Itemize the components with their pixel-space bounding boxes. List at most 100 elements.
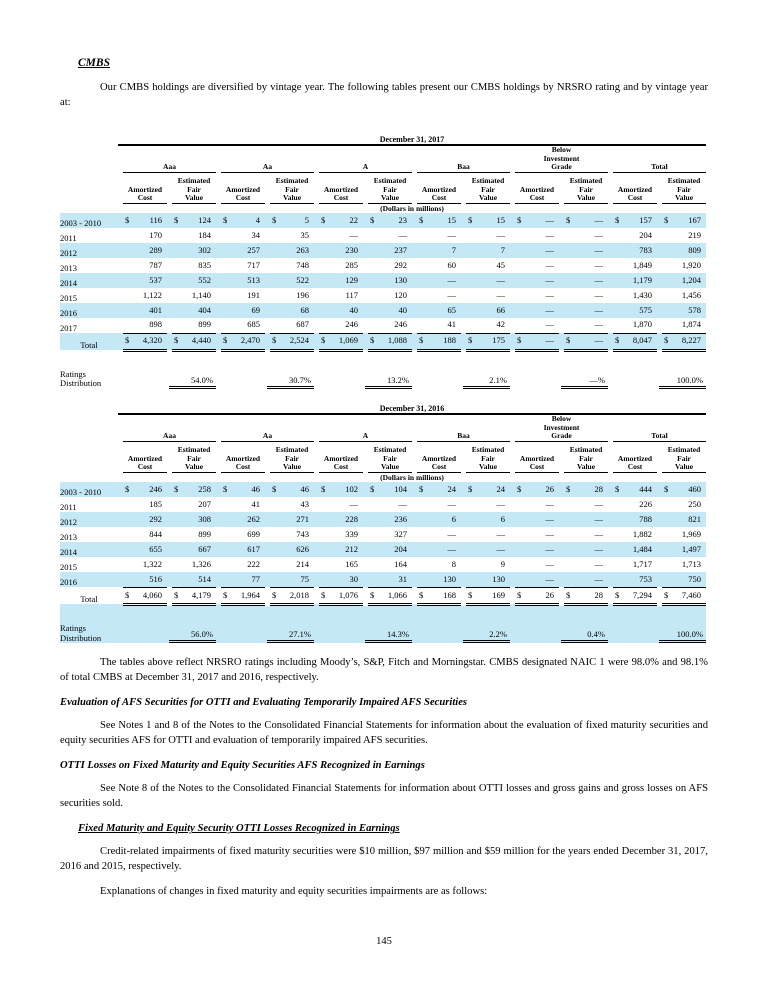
table-cell: 626 (270, 542, 314, 558)
cell-value: 1,456 (681, 289, 701, 300)
column-gap (118, 272, 123, 288)
vintage-year-label: 2014 (60, 272, 118, 288)
units-note: (Dollars in millions) (380, 473, 444, 483)
cell-content: 262 (221, 512, 265, 527)
column-gap (510, 212, 515, 228)
table-cell: 289 (123, 242, 167, 258)
ratings-distribution-value: 0.4% (561, 629, 608, 644)
table-cell: $2,524 (270, 332, 314, 352)
cell-content: 748 (270, 258, 314, 273)
cell-value: — (594, 528, 604, 539)
table-title-row: December 31, 2017 (60, 135, 706, 146)
cell-value: 24 (447, 483, 457, 494)
table-cell: $8,047 (613, 332, 657, 352)
cell-content: $124 (172, 213, 216, 228)
dollar-sign: $ (321, 589, 326, 600)
dollar-sign: $ (615, 483, 620, 494)
cell-content: 514 (172, 572, 216, 587)
cell-value: — (496, 229, 506, 240)
cell-value: — (545, 289, 555, 300)
ratings-distribution-cell: 14.3% (319, 604, 412, 644)
cell-content: 250 (662, 497, 706, 512)
table-cell: 271 (270, 512, 314, 528)
table-row: 2014 655 667 617 626 212 204 — — — — 1,484 1,497 (60, 542, 706, 558)
cell-value: 219 (688, 229, 701, 240)
rating-group-header: Aaa (123, 414, 216, 443)
cell-value: 8,227 (681, 335, 701, 346)
table-cell: 60 (417, 258, 461, 273)
table-cell: 339 (319, 527, 363, 542)
column-gap (118, 512, 123, 528)
column-gap (118, 572, 123, 588)
cell-content: — (564, 228, 608, 243)
cell-value: 788 (639, 513, 652, 524)
table-cell: $ — (564, 332, 608, 352)
dollar-sign: $ (174, 483, 179, 494)
cell-content: 6 (417, 512, 461, 527)
table-cell: $26 (515, 482, 559, 498)
ratings-distribution-cell: —% (515, 350, 608, 390)
cell-content: — (564, 243, 608, 258)
cell-value: 204 (394, 543, 407, 554)
ratings-distribution-cell: 2.1% (417, 350, 510, 390)
table-cell: 165 (319, 557, 363, 572)
cell-value: 130 (492, 573, 505, 584)
cell-content: 753 (613, 572, 657, 587)
column-gap (657, 212, 662, 228)
cell-content: $169 (466, 588, 510, 601)
column-gap (265, 212, 270, 228)
cell-value: 748 (296, 259, 309, 270)
cell-value: — (496, 289, 506, 300)
units-row: (Dollars in millions) (60, 203, 706, 213)
dollar-sign: $ (664, 589, 669, 600)
cell-content: — (515, 527, 559, 542)
cell-content: — (417, 273, 461, 288)
column-gap (216, 272, 221, 288)
column-gap (657, 542, 662, 558)
cell-content: $15 (417, 213, 461, 228)
cell-content: $1,069 (319, 334, 363, 347)
cell-value: 753 (639, 573, 652, 584)
table-cell: 899 (172, 318, 216, 333)
table-cell: $175 (466, 332, 510, 352)
column-gap (167, 302, 172, 318)
ratings-distribution-value: 2.2% (463, 629, 510, 644)
cell-content: 667 (172, 542, 216, 557)
column-gap (118, 482, 123, 498)
cell-value: 124 (198, 214, 211, 225)
table-cell: $8,227 (662, 332, 706, 352)
cell-content: — (515, 572, 559, 587)
column-gap (265, 512, 270, 528)
cell-value: 31 (398, 573, 408, 584)
cell-value: 169 (492, 589, 505, 600)
estimated-fair-value-header: Estimated Fair Value (662, 172, 706, 204)
cell-content: — (417, 527, 461, 542)
cell-content: — (515, 228, 559, 243)
ratings-distribution-cell: 30.7% (221, 350, 314, 390)
column-gap (461, 512, 466, 528)
table-cell: $124 (172, 212, 216, 228)
cell-content: 34 (221, 228, 265, 243)
cell-content: 809 (662, 243, 706, 258)
column-gap (559, 333, 564, 351)
table-cell: $4 (221, 212, 265, 228)
column-gap (608, 302, 613, 318)
cell-value: — (594, 214, 604, 225)
table-cell: 1,497 (662, 542, 706, 558)
column-gap (510, 272, 515, 288)
cell-value: 7 (500, 244, 505, 255)
ratings-distribution-value: 30.7% (267, 375, 314, 390)
cell-content: 185 (123, 497, 167, 512)
amortized-cost-header: Amortized Cost (417, 172, 461, 204)
cell-content: 575 (613, 303, 657, 318)
dollar-sign: $ (223, 589, 228, 600)
table-cell: — (368, 228, 412, 243)
cell-value: 246 (394, 319, 407, 330)
cell-value: 1,920 (681, 259, 701, 270)
cell-content: $46 (270, 482, 314, 497)
cell-content: 1,140 (172, 288, 216, 303)
column-gap (608, 604, 613, 644)
column-gap (461, 272, 466, 288)
cell-content: 687 (270, 318, 314, 333)
